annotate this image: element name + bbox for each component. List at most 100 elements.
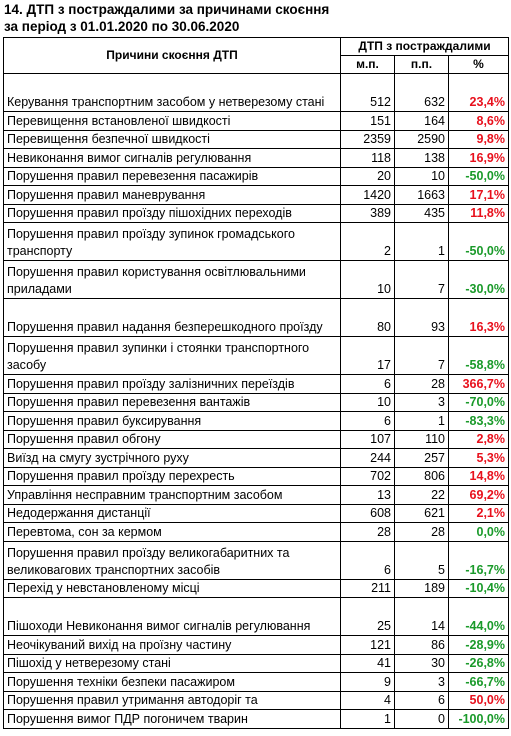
cause-cell: Перехід у невстановленому місці (3, 578, 341, 598)
table-row: Порушення правил проїзду пішохідних пере… (3, 203, 509, 223)
mp-cell: 80 (340, 298, 395, 337)
cause-cell: Порушення техніки безпеки пасажиром (3, 672, 341, 692)
table-row: Керування транспортним засобом у нетвере… (3, 73, 509, 112)
mp-cell: 41 (340, 653, 395, 673)
mp-cell: 512 (340, 73, 395, 112)
cause-cell: Порушення правил утримання автодоріг та (3, 690, 341, 710)
header-mp: м.п. (340, 55, 395, 74)
cause-cell: Пішоходи Невиконання вимог сигналів регу… (3, 597, 341, 636)
pp-cell: 28 (394, 374, 449, 394)
mp-cell: 10 (340, 260, 395, 299)
table-row: Невиконання вимог сигналів регулювання 11… (3, 148, 509, 168)
pct-cell: 366,7% (448, 374, 509, 394)
accidents-by-cause-table: Причини скоєння ДТП ДТП з постраждалими … (3, 37, 509, 729)
pp-cell: 1663 (394, 185, 449, 205)
pct-cell: 23,4% (448, 73, 509, 112)
pp-cell: 1 (394, 411, 449, 431)
pp-cell: 5 (394, 540, 449, 580)
table-body: Керування транспортним засобом у нетвере… (3, 73, 509, 729)
cause-cell: Перевищення встановленої швидкості (3, 111, 341, 131)
pp-cell: 6 (394, 690, 449, 710)
mp-cell: 118 (340, 148, 395, 168)
pct-cell: -30,0% (448, 260, 509, 299)
mp-cell: 17 (340, 336, 395, 375)
table-row: Недодержання дистанції 608 621 2,1% (3, 503, 509, 523)
table-row: Пішохід у нетверезому стані 41 30 -26,8% (3, 653, 509, 673)
cause-cell: Пішохід у нетверезому стані (3, 653, 341, 673)
table-row: Перехід у невстановленому місці 211 189 -10… (3, 578, 509, 598)
table-row: Порушення техніки безпеки пасажиром 9 3 -66… (3, 672, 509, 692)
pct-cell: 2,1% (448, 503, 509, 523)
pct-cell: -100,0% (448, 709, 509, 729)
pct-cell: -70,0% (448, 392, 509, 412)
pct-cell: 14,8% (448, 466, 509, 486)
pct-cell: -58,8% (448, 336, 509, 375)
mp-cell: 2 (340, 222, 395, 261)
table-row: Порушення правил маневрування 1420 1663 17,… (3, 185, 509, 205)
cause-cell: Керування транспортним засобом у нетвере… (3, 73, 341, 112)
pct-cell: 5,3% (448, 448, 509, 468)
mp-cell: 9 (340, 672, 395, 692)
pp-cell: 14 (394, 597, 449, 636)
table-row: Порушення правил обгону 107 110 2,8% (3, 429, 509, 449)
table-row: Порушення вимог ПДР погоничем тварин 1 0 -1… (3, 709, 509, 729)
pct-cell: 8,6% (448, 111, 509, 131)
pct-cell: -10,4% (448, 578, 509, 598)
mp-cell: 244 (340, 448, 395, 468)
mp-cell: 211 (340, 578, 395, 598)
mp-cell: 151 (340, 111, 395, 131)
cause-cell: Невиконання вимог сигналів регулювання (3, 148, 341, 168)
pp-cell: 28 (394, 522, 449, 542)
mp-cell: 10 (340, 392, 395, 412)
pp-cell: 632 (394, 73, 449, 112)
cause-cell: Порушення правил проїзду пішохідних пере… (3, 203, 341, 223)
cause-cell: Перевтома, сон за кермом (3, 522, 341, 542)
pct-cell: -50,0% (448, 222, 509, 261)
page-title: 14. ДТП з постраждалими за причинами ско… (4, 1, 329, 35)
pp-cell: 7 (394, 260, 449, 299)
mp-cell: 389 (340, 203, 395, 223)
mp-cell: 121 (340, 635, 395, 655)
table-row: Перевтома, сон за кермом 28 28 0,0% (3, 522, 509, 542)
pp-cell: 2590 (394, 129, 449, 149)
table-row: Порушення правил утримання автодоріг та 4… (3, 690, 509, 710)
pct-cell: 11,8% (448, 203, 509, 223)
cause-cell: Порушення правил проїзду великогабаритни… (3, 540, 341, 580)
pp-cell: 621 (394, 503, 449, 523)
table-row: Пішоходи Невиконання вимог сигналів регу… (3, 597, 509, 636)
table-row: Порушення правил перевезення вантажів 10 3… (3, 392, 509, 412)
pp-cell: 138 (394, 148, 449, 168)
pct-cell: 69,2% (448, 485, 509, 505)
mp-cell: 1420 (340, 185, 395, 205)
cause-cell: Неочікуваний вихід на проїзну частину (3, 635, 341, 655)
pct-cell: -44,0% (448, 597, 509, 636)
pp-cell: 7 (394, 336, 449, 375)
table-row: Порушення правил проїзду зупинок громадс… (3, 222, 509, 261)
mp-cell: 20 (340, 166, 395, 186)
pct-cell: 2,8% (448, 429, 509, 449)
cause-cell: Порушення правил перевезення пасажирів (3, 166, 341, 186)
pct-cell: -26,8% (448, 653, 509, 673)
mp-cell: 6 (340, 540, 395, 580)
pp-cell: 3 (394, 392, 449, 412)
header-group: ДТП з постраждалими (340, 37, 509, 56)
table-row: Порушення правил проїзду великогабаритни… (3, 540, 509, 580)
pct-cell: 16,3% (448, 298, 509, 337)
table-row: Порушення правил надання безперешкодного… (3, 298, 509, 337)
pct-cell: 0,0% (448, 522, 509, 542)
pp-cell: 86 (394, 635, 449, 655)
pp-cell: 435 (394, 203, 449, 223)
table-header: Причини скоєння ДТП ДТП з постраждалими … (3, 37, 509, 74)
pct-cell: -83,3% (448, 411, 509, 431)
table-row: Порушення правил користування освітлювал… (3, 260, 509, 299)
cause-cell: Перевищення безпечної швидкості (3, 129, 341, 149)
cause-cell: Порушення правил буксирування (3, 411, 341, 431)
pp-cell: 110 (394, 429, 449, 449)
pct-cell: 17,1% (448, 185, 509, 205)
title-line-1: 14. ДТП з постраждалими за причинами ско… (4, 2, 330, 17)
table-row: Порушення правил перевезення пасажирів 20… (3, 166, 509, 186)
pp-cell: 0 (394, 709, 449, 729)
mp-cell: 6 (340, 374, 395, 394)
pp-cell: 30 (394, 653, 449, 673)
pp-cell: 164 (394, 111, 449, 131)
